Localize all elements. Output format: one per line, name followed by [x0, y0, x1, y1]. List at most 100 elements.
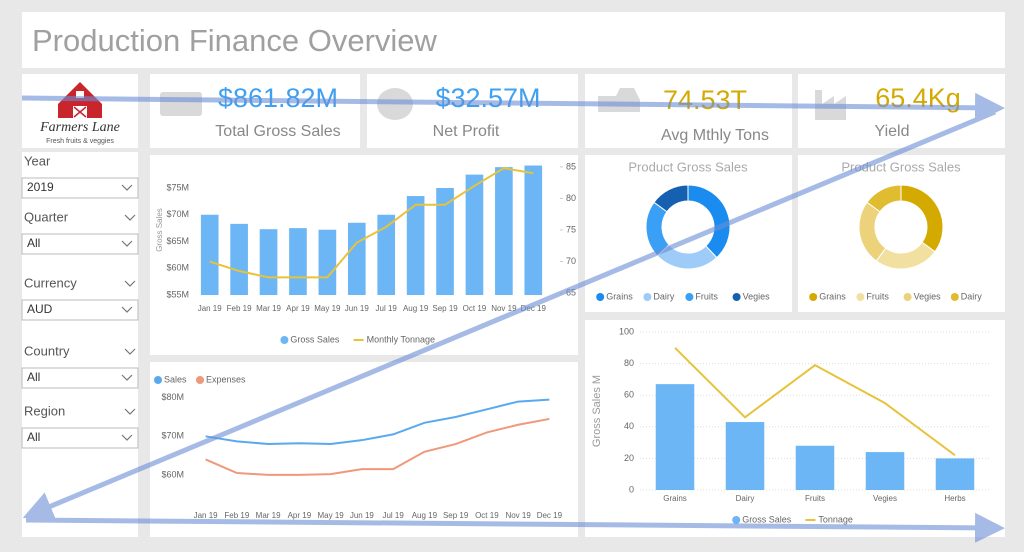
- legend-marker: [809, 293, 818, 301]
- bar: [495, 167, 513, 295]
- slicer-label: Year: [24, 153, 51, 168]
- y-tick-label: 40: [624, 421, 634, 431]
- reading-arrows: [21, 92, 1005, 543]
- slicer-label: Country: [24, 343, 70, 358]
- x-tick-label: Feb 19: [227, 304, 252, 313]
- filter-panel: [22, 152, 138, 537]
- y-tick-label: $70M: [166, 209, 189, 219]
- x-tick-label: Aug 19: [403, 304, 429, 313]
- logo-name: Farmers Lane: [39, 120, 120, 135]
- bar: [200, 214, 219, 295]
- chart-panel: [585, 155, 792, 312]
- slicer[interactable]: Currency AUD: [21, 275, 139, 321]
- y2-tick-label: 75: [566, 224, 576, 234]
- slicer[interactable]: Year 2019: [21, 153, 139, 199]
- legend-marker: [280, 336, 289, 344]
- y-tick-label: $75M: [166, 182, 189, 192]
- x-tick-label: May 19: [314, 304, 341, 313]
- y2-tick-label: 65: [566, 287, 576, 297]
- y-tick-label: 60: [624, 390, 634, 400]
- line: [209, 167, 534, 279]
- legend-marker: [856, 293, 865, 301]
- x-tick-label: Vegies: [873, 494, 897, 503]
- legend-label: Monthly Tonnage: [367, 334, 435, 344]
- legend-marker: [685, 293, 694, 301]
- x-tick-label: Jan 19: [194, 511, 219, 520]
- legend-label: Gross Sales: [290, 334, 340, 344]
- legend-label: Vegies: [914, 291, 942, 301]
- y-tick-label: 0: [629, 484, 634, 494]
- bar: [935, 458, 975, 490]
- bar: [436, 188, 454, 295]
- y-tick-label: $60M: [161, 469, 184, 479]
- x-tick-label: Oct 19: [475, 511, 499, 520]
- y-tick-label: $65M: [166, 236, 189, 246]
- legend-marker: [903, 293, 912, 301]
- legend-marker: [732, 293, 741, 301]
- bar: [347, 222, 366, 295]
- line: [205, 398, 550, 446]
- title-panel: [22, 12, 1005, 68]
- x-tick-label: Jun 19: [350, 511, 375, 520]
- y-tick-label: 100: [619, 326, 634, 336]
- kpi-card: 74.53T Avg Mthly Tons: [585, 74, 792, 148]
- slicer[interactable]: Country All: [21, 343, 139, 389]
- y-tick-label: $70M: [161, 431, 184, 441]
- y2-tick-label: 85: [566, 161, 576, 171]
- kpi-label: Yield: [875, 123, 910, 140]
- slicer-label: Currency: [24, 275, 77, 290]
- kpi-value: $32.57M: [435, 83, 540, 113]
- legend-label: Dairy: [961, 291, 983, 301]
- slicer-value: AUD: [27, 302, 53, 316]
- x-tick-label: Jul 19: [376, 304, 398, 313]
- slicer-label: Quarter: [24, 209, 69, 224]
- chart-panel: [585, 320, 1005, 537]
- x-tick-label: Jan 19: [198, 304, 223, 313]
- bar: [289, 228, 307, 295]
- legend-marker: [950, 293, 959, 301]
- x-tick-label: Apr 19: [286, 304, 310, 313]
- legend-label: Fruits: [866, 291, 889, 301]
- x-tick-label: Grains: [663, 494, 687, 503]
- legend-marker: [154, 376, 162, 384]
- bar: [524, 165, 543, 295]
- kpi-card: $861.82M Total Gross Sales: [150, 74, 360, 148]
- bar: [465, 174, 484, 295]
- x-tick-label: Mar 19: [256, 304, 281, 313]
- legend-marker: [196, 376, 204, 384]
- legend-label: Fruits: [695, 291, 718, 301]
- slicer-value: All: [27, 430, 40, 444]
- kpi-label: Total Gross Sales: [215, 123, 340, 140]
- bar: [318, 229, 337, 295]
- y-tick-label: $60M: [166, 263, 189, 273]
- x-tick-label: Dec 19: [521, 304, 547, 313]
- legend-label: Grains: [819, 291, 846, 301]
- x-tick-label: Jul 19: [382, 511, 404, 520]
- slicer[interactable]: Region All: [21, 403, 139, 449]
- charts: $55M $60M $65M $70M $75M 65 70 75 80 85 Jan 19 Feb …: [154, 159, 990, 524]
- y-tick-label: $55M: [166, 289, 189, 299]
- x-tick-label: Jun 19: [345, 304, 370, 313]
- bar: [795, 445, 835, 490]
- x-tick-label: Apr 19: [288, 511, 312, 520]
- kpi-value: 74.53T: [663, 85, 747, 115]
- x-tick-label: Feb 19: [224, 511, 249, 520]
- bar: [377, 214, 396, 295]
- donut-slice: [866, 184, 902, 213]
- y-tick-label: 20: [624, 453, 634, 463]
- slicer[interactable]: Quarter All: [21, 209, 139, 255]
- y-axis-title: Gross Sales M: [591, 375, 603, 447]
- y2-tick-label: 80: [566, 193, 576, 203]
- x-tick-label: Dairy: [736, 494, 755, 503]
- chart-title: Product Gross Sales: [628, 159, 748, 174]
- x-tick-label: May 19: [318, 511, 345, 520]
- kpi-label: Net Profit: [433, 123, 500, 140]
- page-title: Production Finance Overview: [32, 23, 438, 58]
- slicer-value: All: [27, 370, 40, 384]
- kpi-card: 65.4Kg Yield: [798, 74, 1005, 148]
- bar: [725, 422, 765, 490]
- bar: [259, 229, 278, 295]
- y-tick-label: 80: [624, 358, 634, 368]
- chart-panel: [798, 155, 1005, 312]
